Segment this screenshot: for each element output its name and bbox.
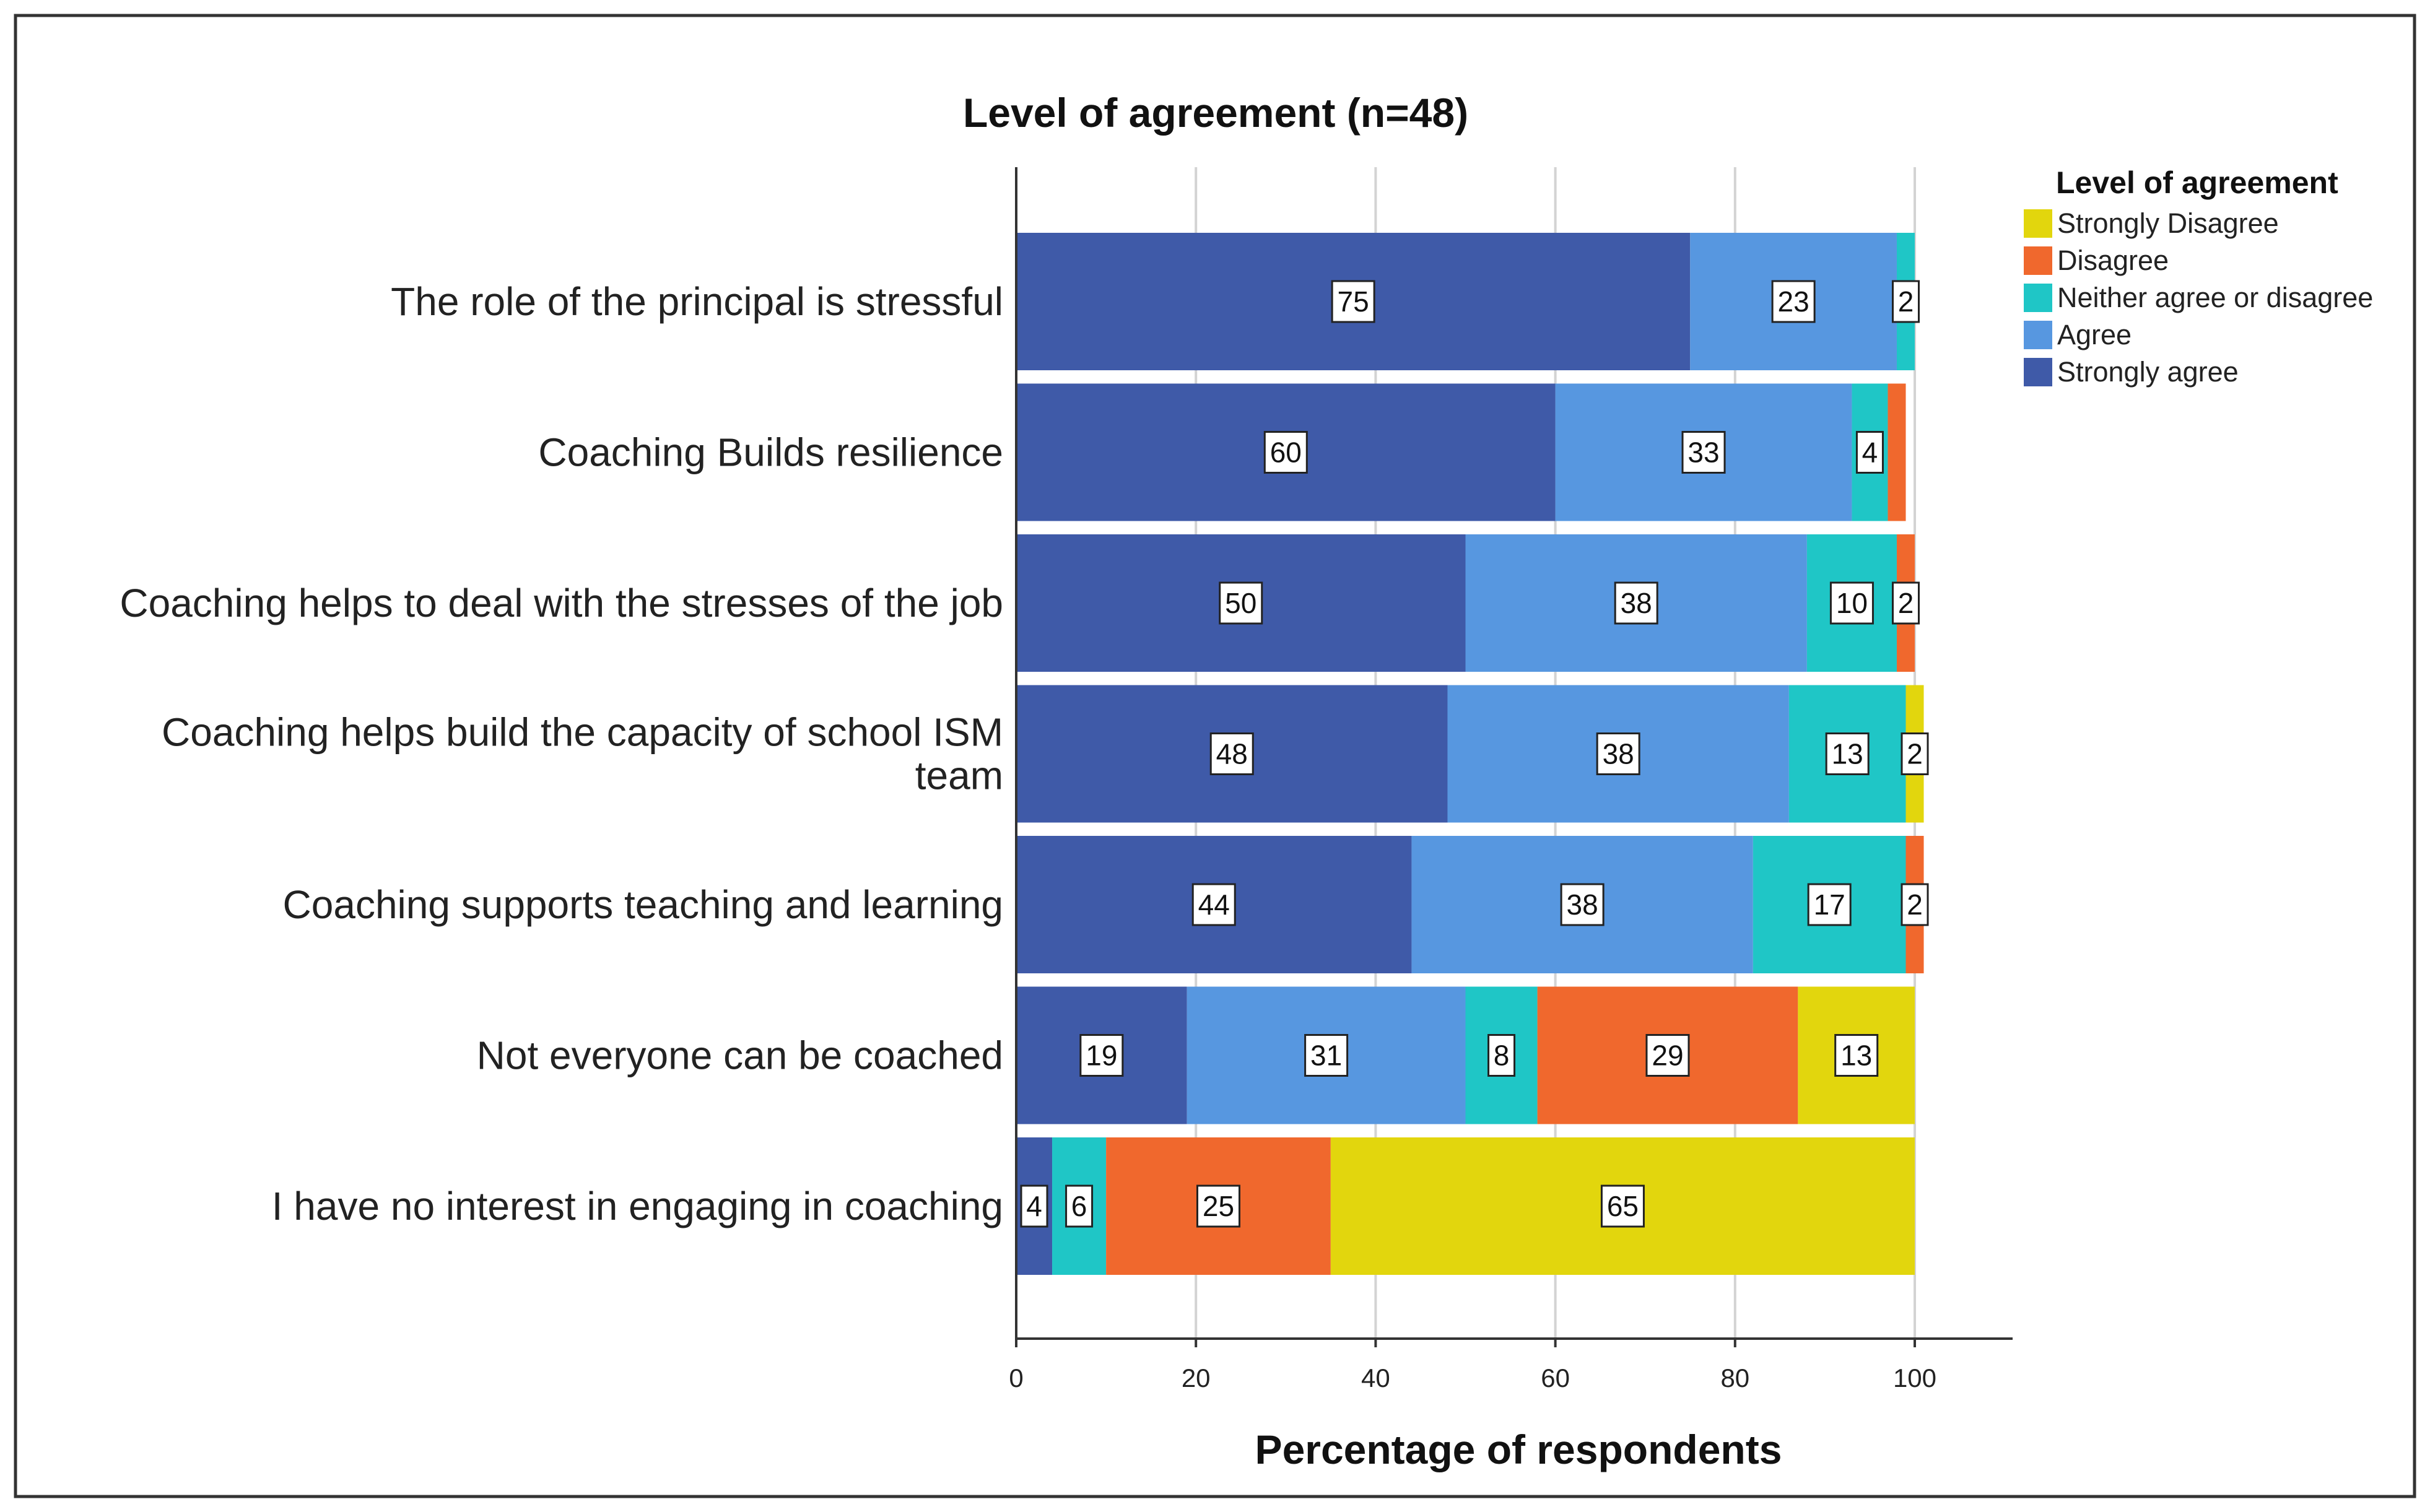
x-tick-label: 20 [1182, 1363, 1211, 1393]
data-label-box [1065, 1184, 1094, 1228]
legend-item-label: Strongly agree [2057, 356, 2239, 388]
data-label: 8 [1494, 1040, 1510, 1072]
data-label: 25 [1203, 1190, 1234, 1222]
data-label: 6 [1071, 1190, 1087, 1222]
x-tick-label: 80 [1720, 1363, 1749, 1393]
legend-swatch [2024, 284, 2052, 312]
data-label-box [1829, 581, 1874, 625]
legend-item-label: Neither agree or disagree [2057, 282, 2373, 313]
category-label: Coaching helps build the capacity of sch… [162, 710, 1003, 755]
data-label-box [1263, 431, 1308, 474]
y-axis-categories: The role of the principal is stressful Co… [120, 279, 1003, 1228]
legend-swatch [2024, 209, 2052, 238]
data-label: 60 [1270, 437, 1302, 469]
bars: 75 23 2 60 33 4 50 38 10 2 48 38 13 2 44 38 17 2 19 31 8 29 13… [1016, 233, 1929, 1275]
data-label-box [1825, 732, 1870, 775]
data-label: 38 [1567, 889, 1598, 921]
data-label-box [1681, 431, 1726, 474]
data-label-box [1331, 280, 1375, 323]
category-label: Not everyone can be coached [477, 1033, 1003, 1078]
data-label: 29 [1652, 1040, 1683, 1072]
data-label: 38 [1603, 738, 1634, 770]
x-tick-label: 40 [1361, 1363, 1390, 1393]
legend-swatch [2024, 246, 2052, 275]
data-label: 10 [1836, 587, 1868, 619]
data-label-box [1771, 280, 1816, 323]
data-label: 2 [1907, 889, 1923, 921]
data-label: 23 [1778, 285, 1809, 318]
data-label-box [1191, 883, 1236, 926]
x-axis-ticks: 0 20 40 60 80 100 [1009, 1339, 1936, 1393]
data-label-box [1560, 883, 1605, 926]
x-axis-label: Percentage of respondents [1255, 1427, 1782, 1472]
legend-title: Level of agreement [2056, 165, 2338, 200]
category-label: team [915, 754, 1003, 798]
data-label: 50 [1225, 587, 1256, 619]
data-label-box [1600, 1184, 1645, 1228]
data-label: 31 [1310, 1040, 1342, 1072]
data-label: 2 [1907, 738, 1923, 770]
data-label: 48 [1216, 738, 1248, 770]
data-label: 65 [1607, 1190, 1639, 1222]
data-label: 33 [1687, 437, 1719, 469]
x-tick-label: 100 [1893, 1363, 1936, 1393]
data-label-box [1079, 1034, 1124, 1077]
legend-swatch [2024, 358, 2052, 386]
data-label: 2 [1898, 285, 1914, 318]
data-label: 13 [1840, 1040, 1872, 1072]
data-label: 2 [1898, 587, 1914, 619]
data-label-box [1891, 581, 1920, 625]
data-label-box [1891, 280, 1920, 323]
data-label-box [1196, 1184, 1240, 1228]
data-label: 38 [1621, 587, 1652, 619]
data-label-box [1209, 732, 1254, 775]
bar-segment [1888, 383, 1906, 521]
data-label-box [1645, 1034, 1690, 1077]
legend-item-label: Disagree [2057, 245, 2169, 276]
data-label: 44 [1198, 889, 1230, 921]
data-label: 13 [1832, 738, 1863, 770]
x-tick-label: 60 [1541, 1363, 1570, 1393]
chart-title: Level of agreement (n=48) [963, 90, 1468, 136]
data-label-box [1596, 732, 1640, 775]
data-label-box [1855, 431, 1884, 474]
data-label-box [1020, 1184, 1048, 1228]
data-label-box [1614, 581, 1658, 625]
data-label-box [1807, 883, 1852, 926]
data-label-box [1834, 1034, 1879, 1077]
category-label: The role of the principal is stressful [391, 279, 1003, 324]
data-label-box [1219, 581, 1263, 625]
legend-swatch [2024, 321, 2052, 349]
category-label: Coaching Builds resilience [538, 430, 1003, 475]
data-label-box [1901, 883, 1929, 926]
category-label: Coaching supports teaching and learning [283, 882, 1003, 927]
data-label: 75 [1338, 285, 1369, 318]
data-label-box [1304, 1034, 1349, 1077]
data-label: 4 [1862, 437, 1878, 469]
data-label-box [1487, 1034, 1516, 1077]
data-label: 4 [1026, 1190, 1042, 1222]
axes [1015, 167, 2013, 1340]
category-label: Coaching helps to deal with the stresses… [120, 581, 1003, 625]
data-label-box [1901, 732, 1929, 775]
category-label: I have no interest in engaging in coachi… [272, 1184, 1003, 1228]
data-label: 19 [1086, 1040, 1117, 1072]
legend-item-label: Agree [2057, 319, 2132, 350]
x-tick-label: 0 [1009, 1363, 1023, 1393]
legend: Level of agreement Strongly Disagree Disa… [2024, 165, 2373, 388]
legend-item-label: Strongly Disagree [2057, 207, 2279, 239]
data-label: 17 [1814, 889, 1845, 921]
